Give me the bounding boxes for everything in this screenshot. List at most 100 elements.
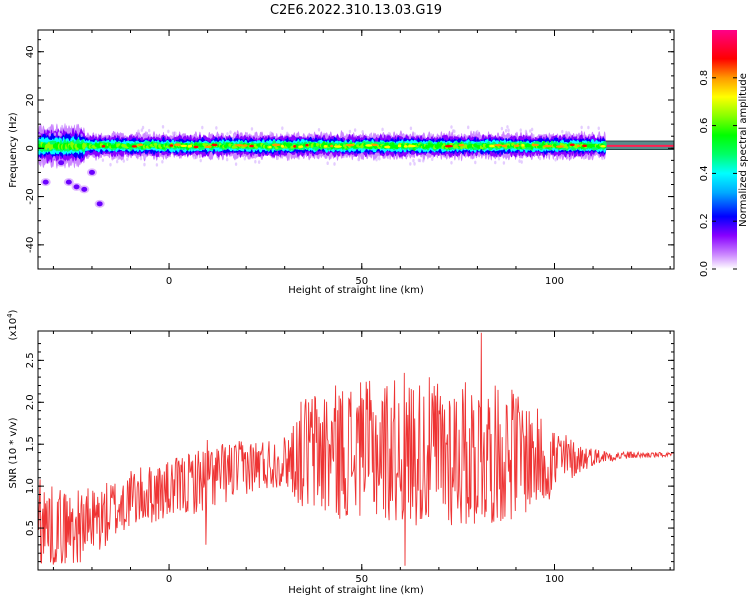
heatmap-wisp [233, 134, 236, 138]
spectrogram-xtick-label: 50 [355, 276, 368, 287]
spectrogram-xtick-label: 0 [166, 276, 172, 287]
heatmap-wisp [403, 134, 406, 138]
snr-frame [37, 330, 675, 571]
heatmap-wisp [524, 129, 528, 134]
heatmap-wisp [245, 133, 249, 137]
heatmap-hotspot [243, 144, 248, 147]
spectrogram-ytick-label: -40 [25, 237, 36, 253]
snr-multiplier: (x104) [6, 309, 19, 340]
heatmap-wisp [430, 133, 433, 137]
heatmap-wisp [139, 156, 143, 161]
heatmap-hotspot [305, 143, 309, 147]
heatmap-wisp [520, 160, 523, 164]
heatmap-hotspot [234, 143, 244, 147]
snr-ytick-label: 2.0 [25, 394, 36, 410]
heatmap-wisp [286, 131, 289, 136]
heatmap-wisp [140, 128, 144, 132]
colorbar-tick-label: 0.2 [699, 213, 710, 229]
heatmap-hotspot [180, 144, 188, 148]
heatmap-hotspot [600, 144, 606, 148]
heatmap-wisp [47, 126, 51, 131]
heatmap-cell [255, 145, 258, 149]
heatmap-wisp [101, 158, 105, 162]
heatmap-hotspot [569, 143, 575, 147]
heatmap-wisp [566, 153, 570, 158]
heatmap-wisp [250, 127, 254, 131]
heatmap-wisp [409, 126, 413, 131]
colorbar-tick-label: 0.6 [699, 118, 710, 134]
spectrogram-ytick-label: 20 [25, 94, 36, 107]
heatmap-wisp [369, 133, 373, 137]
heatmap-hotspot [323, 144, 328, 148]
heatmap-wisp [253, 154, 256, 158]
heatmap-hotspot [531, 143, 540, 147]
heatmap-wisp [199, 158, 202, 163]
heatmap-wisp [343, 154, 346, 158]
heatmap-hotspot [249, 144, 254, 148]
heatmap-wisp [507, 128, 510, 133]
heatmap-wisp [452, 129, 455, 133]
spectrogram-panel: 0 50 100 -40 -20 0 20 40 Height of straight lin… [8, 29, 675, 296]
heatmap-wisp [353, 128, 357, 132]
heatmap-wisp [450, 161, 453, 165]
spectrogram-xlabel: Height of straight line (km) [288, 285, 424, 296]
snr-ytick-label: 2.5 [25, 352, 36, 368]
heatmap-blob [96, 201, 103, 207]
heatmap-hotspot [489, 144, 495, 148]
colorbar-label: Normalized spectral amplitude [738, 73, 749, 227]
heatmap-wisp [473, 131, 476, 135]
snr-ytick-label: 1.5 [25, 436, 36, 452]
heatmap-wisp [137, 129, 140, 133]
heatmap-wisp [568, 132, 571, 137]
heatmap-wisp [326, 161, 329, 166]
snr-panel: 0 50 100 0.5 1.0 1.5 2.0 2.5 Height of straight… [6, 309, 675, 596]
heatmap-hotspot [444, 144, 453, 148]
heatmap-wisp [174, 131, 177, 136]
heatmap-wisp [474, 160, 477, 165]
heatmap-wisp [502, 161, 506, 165]
heatmap-wisp [141, 125, 145, 130]
heatmap-wisp [280, 154, 284, 159]
heatmap-wisp [60, 124, 64, 129]
heatmap-wisp [243, 156, 247, 161]
heatmap-wisp [358, 155, 361, 160]
heatmap-wisp [413, 162, 416, 166]
heatmap-wisp [143, 162, 146, 167]
heatmap-hotspot [298, 145, 304, 148]
heatmap-wisp [269, 131, 272, 135]
heatmap-wisp [297, 156, 301, 160]
heatmap-wisp [386, 155, 390, 160]
heatmap-wisp [145, 131, 149, 136]
heatmap-wisp [504, 128, 508, 133]
heatmap-cell [511, 142, 515, 146]
heatmap-cell [288, 143, 293, 146]
heatmap-blob [88, 169, 95, 175]
heatmap-cell [287, 145, 291, 149]
heatmap-wisp [450, 125, 453, 129]
snr-xtick-label: 100 [545, 574, 564, 585]
heatmap-wisp [53, 132, 57, 136]
heatmap-hotspot [582, 144, 588, 148]
heatmap-wisp [529, 129, 532, 133]
heatmap-wisp [116, 156, 119, 161]
spectrogram-frame [37, 29, 675, 270]
heatmap-wisp [587, 125, 590, 130]
heatmap-hotspot [384, 145, 391, 149]
heatmap-wisp [580, 125, 583, 130]
heatmap-blob [42, 179, 49, 185]
colorbar-tick-label: 0.0 [699, 261, 710, 277]
spectrogram-ytick-label: 40 [25, 45, 36, 58]
heatmap-hotspot [513, 144, 520, 147]
heatmap-wisp [506, 125, 509, 129]
heatmap-wisp [494, 160, 497, 165]
heatmap-wisp [554, 157, 557, 162]
heatmap-wisp [497, 156, 501, 161]
snr-series-line [38, 332, 674, 566]
colorbar-gradient [712, 30, 737, 269]
heatmap-cell [565, 145, 569, 149]
heatmap-wisp [192, 155, 196, 160]
heatmap-wisp [80, 133, 83, 138]
heatmap-wisp [254, 159, 257, 164]
heatmap-wisp [333, 162, 336, 166]
